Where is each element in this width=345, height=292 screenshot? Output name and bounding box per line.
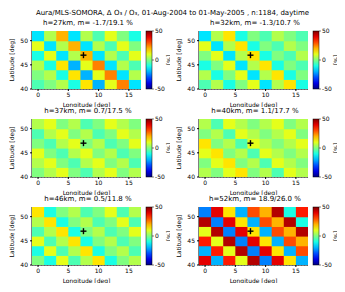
svg-text:50: 50 (155, 204, 163, 210)
html-text:h=52km, m= 18.9/26.0 %: h=52km, m= 18.9/26.0 % (209, 195, 301, 203)
svg-text:Longitude [deg]: Longitude [deg] (230, 277, 278, 283)
svg-text:0: 0 (155, 232, 159, 239)
svg-text:45: 45 (20, 237, 28, 244)
svg-text:[%]: [%] (166, 231, 170, 241)
svg-text:50: 50 (20, 213, 28, 220)
svg-text:[%]: [%] (166, 55, 170, 65)
svg-text:Longitude [deg]: Longitude [deg] (230, 189, 278, 195)
html-text:h=32km, m= -1.3/10.7 %: h=32km, m= -1.3/10.7 % (210, 19, 300, 27)
svg-text:50: 50 (187, 213, 195, 220)
svg-text:45: 45 (20, 149, 28, 156)
svg-text:50: 50 (187, 125, 195, 132)
svg-text:10: 10 (262, 267, 270, 274)
svg-text:-50: -50 (155, 85, 165, 92)
svg-text:15: 15 (125, 91, 133, 98)
svg-text:15: 15 (292, 179, 300, 186)
svg-text:0: 0 (36, 179, 40, 186)
svg-text:Latitude [deg]: Latitude [deg] (175, 127, 183, 170)
svg-text:10: 10 (95, 267, 103, 274)
html-text:h=46km, m= 0.5/11.8 %: h=46km, m= 0.5/11.8 % (44, 195, 132, 203)
svg-text:50: 50 (20, 125, 28, 132)
svg-text:-50: -50 (322, 173, 332, 180)
svg-text:[%]: [%] (333, 55, 337, 65)
svg-text:Longitude [deg]: Longitude [deg] (63, 189, 111, 195)
svg-text:0: 0 (155, 56, 159, 63)
svg-text:0: 0 (322, 56, 326, 63)
svg-text:Latitude [deg]: Latitude [deg] (8, 39, 16, 82)
svg-text:10: 10 (262, 179, 270, 186)
svg-text:40: 40 (20, 85, 28, 92)
svg-text:40: 40 (20, 261, 28, 268)
html-text:h=27km, m= -1.7/19.1 %: h=27km, m= -1.7/19.1 % (43, 19, 133, 27)
svg-text:50: 50 (322, 28, 330, 34)
svg-text:40: 40 (187, 85, 195, 92)
svg-text:50: 50 (187, 37, 195, 44)
svg-text:Latitude [deg]: Latitude [deg] (8, 127, 16, 170)
svg-text:-50: -50 (322, 85, 332, 92)
svg-text:15: 15 (125, 267, 133, 274)
svg-text:0: 0 (155, 144, 159, 151)
svg-text:50: 50 (322, 204, 330, 210)
svg-text:[%]: [%] (166, 143, 170, 153)
svg-text:15: 15 (125, 179, 133, 186)
svg-text:Latitude [deg]: Latitude [deg] (175, 39, 183, 82)
svg-text:0: 0 (203, 91, 207, 98)
svg-text:10: 10 (262, 91, 270, 98)
svg-text:Longitude [deg]: Longitude [deg] (230, 101, 278, 107)
svg-text:[%]: [%] (333, 143, 337, 153)
svg-text:40: 40 (187, 261, 195, 268)
svg-text:0: 0 (36, 267, 40, 274)
svg-text:[%]: [%] (333, 231, 337, 241)
svg-text:40: 40 (20, 173, 28, 180)
svg-text:45: 45 (187, 149, 195, 156)
svg-text:0: 0 (36, 91, 40, 98)
svg-text:50: 50 (155, 116, 163, 122)
svg-text:Latitude [deg]: Latitude [deg] (8, 215, 16, 258)
svg-text:-50: -50 (155, 173, 165, 180)
svg-text:50: 50 (155, 28, 163, 34)
svg-text:0: 0 (322, 144, 326, 151)
svg-text:0: 0 (203, 179, 207, 186)
svg-text:Latitude [deg]: Latitude [deg] (175, 215, 183, 258)
svg-text:5: 5 (66, 267, 70, 274)
svg-text:45: 45 (187, 61, 195, 68)
svg-text:45: 45 (187, 237, 195, 244)
svg-text:15: 15 (292, 267, 300, 274)
svg-text:Longitude [deg]: Longitude [deg] (63, 277, 111, 283)
svg-text:0: 0 (322, 232, 326, 239)
svg-text:45: 45 (20, 61, 28, 68)
svg-text:5: 5 (66, 179, 70, 186)
svg-text:Longitude [deg]: Longitude [deg] (63, 101, 111, 107)
svg-text:50: 50 (20, 37, 28, 44)
svg-text:0: 0 (203, 267, 207, 274)
svg-text:40: 40 (187, 173, 195, 180)
svg-text:10: 10 (95, 179, 103, 186)
svg-text:5: 5 (66, 91, 70, 98)
html-text:h=40km, m= 1.1/17.7 %: h=40km, m= 1.1/17.7 % (211, 107, 299, 115)
svg-text:5: 5 (233, 91, 237, 98)
svg-text:10: 10 (95, 91, 103, 98)
svg-text:5: 5 (233, 267, 237, 274)
svg-text:5: 5 (233, 179, 237, 186)
html-text:Aura/MLS-SOMORA, Δ O₃ / O₃, 01: Aura/MLS-SOMORA, Δ O₃ / O₃, 01-Aug-2004 … (35, 9, 310, 17)
svg-text:-50: -50 (155, 261, 165, 268)
svg-text:50: 50 (322, 116, 330, 122)
svg-text:15: 15 (292, 91, 300, 98)
svg-text:-50: -50 (322, 261, 332, 268)
html-text:h=37km, m= 0.7/17.5 %: h=37km, m= 0.7/17.5 % (44, 107, 132, 115)
